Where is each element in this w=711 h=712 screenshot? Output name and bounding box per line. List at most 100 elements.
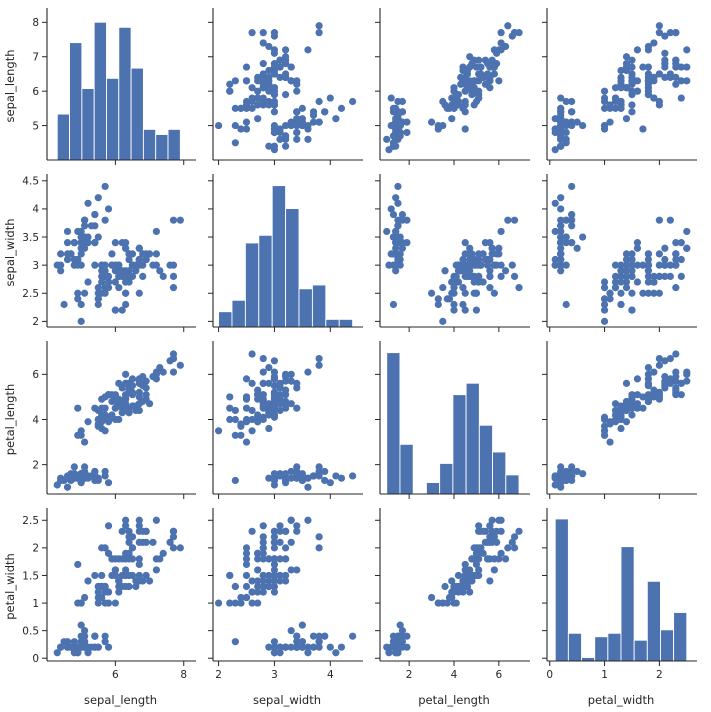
scatter-point xyxy=(276,73,284,81)
scatter-point xyxy=(392,121,400,130)
scatter-point xyxy=(315,463,323,471)
scatter-point xyxy=(551,115,559,123)
scatter-point xyxy=(628,87,636,95)
panel-petal_length-vs-petal_width xyxy=(542,341,697,499)
scatter-point xyxy=(248,599,256,607)
scatter-point xyxy=(628,272,636,280)
scatter-point xyxy=(315,632,323,640)
scatter-point xyxy=(84,418,92,426)
scatter-point xyxy=(644,46,653,54)
x-axis-label-sepal_width: sepal_width xyxy=(253,693,321,707)
scatter-point xyxy=(650,368,658,376)
scatter-point xyxy=(254,77,262,85)
scatter-point xyxy=(60,300,68,309)
scatter-point xyxy=(122,566,130,574)
scatter-point xyxy=(270,391,279,399)
scatter-point xyxy=(259,60,267,68)
scatter-point xyxy=(259,413,267,421)
scatter-point xyxy=(125,382,133,390)
scatter-point xyxy=(282,73,290,81)
scatter-point xyxy=(600,97,609,106)
scatter-point xyxy=(57,267,65,275)
scatter-point xyxy=(644,255,653,264)
scatter-point xyxy=(270,142,279,150)
scatter-point xyxy=(493,527,501,535)
scatter-point xyxy=(226,404,234,412)
scatter-point xyxy=(510,29,519,37)
scatter-point xyxy=(63,643,72,651)
scatter-point xyxy=(501,555,510,563)
scatter-point xyxy=(655,361,663,369)
scatter-point xyxy=(259,397,267,406)
scatter-point xyxy=(427,289,436,297)
scatter-point xyxy=(242,77,251,85)
panel-sepal_length-vs-petal_width xyxy=(542,8,697,165)
scatter-point xyxy=(77,233,85,241)
scatter-point xyxy=(403,118,411,126)
scatter-point xyxy=(479,250,487,258)
y-tick-label: 4 xyxy=(32,204,39,216)
scatter-point xyxy=(461,239,469,247)
scatter-point xyxy=(396,216,404,224)
y-tick-label: 4.5 xyxy=(22,176,39,188)
scatter-point xyxy=(139,250,147,258)
scatter-point xyxy=(118,409,126,417)
scatter-point xyxy=(452,582,460,591)
scatter-point xyxy=(87,643,96,651)
scatter-point xyxy=(551,146,559,154)
scatter-point xyxy=(259,29,267,37)
scatter-point xyxy=(70,239,78,247)
scatter-point xyxy=(622,115,631,123)
scatter-point xyxy=(472,289,481,297)
scatter-point xyxy=(293,463,301,471)
scatter-point xyxy=(270,527,279,535)
scatter-point xyxy=(282,142,290,150)
scatter-point xyxy=(81,438,89,446)
scatter-point xyxy=(488,516,496,524)
scatter-point xyxy=(282,386,290,394)
scatter-point xyxy=(573,244,581,252)
scatter-point xyxy=(276,400,284,408)
scatter-point xyxy=(242,118,251,126)
scatter-point xyxy=(115,577,123,585)
scatter-point xyxy=(475,261,483,269)
scatter-point xyxy=(672,239,680,247)
scatter-point xyxy=(77,621,85,629)
scatter-point xyxy=(142,255,150,264)
scatter-point xyxy=(661,384,669,392)
scatter-point xyxy=(466,255,474,264)
scatter-point xyxy=(259,368,267,376)
scatter-point xyxy=(639,125,647,133)
scatter-point xyxy=(298,115,306,123)
scatter-point xyxy=(309,643,318,651)
scatter-point xyxy=(101,638,109,646)
scatter-point xyxy=(600,317,609,325)
scatter-point xyxy=(504,216,512,224)
scatter-point xyxy=(628,101,636,109)
scatter-point xyxy=(628,391,636,399)
scatter-point xyxy=(226,415,234,424)
scatter-point xyxy=(683,368,691,376)
scatter-point xyxy=(254,588,262,596)
scatter-point xyxy=(270,108,279,116)
scatter-point xyxy=(326,643,334,651)
scatter-point xyxy=(122,289,130,297)
scatter-point xyxy=(282,91,290,99)
scatter-point xyxy=(159,549,167,557)
scatter-point xyxy=(270,121,279,130)
scatter-point xyxy=(63,250,72,258)
scatter-point xyxy=(600,104,609,112)
scatter-point xyxy=(135,289,143,297)
scatter-point xyxy=(557,250,565,258)
scatter-point xyxy=(226,571,234,580)
scatter-point xyxy=(237,422,245,430)
scatter-point xyxy=(655,22,663,30)
scatter-point xyxy=(497,549,505,557)
scatter-point xyxy=(633,77,642,85)
scatter-point xyxy=(468,555,476,563)
scatter-point xyxy=(434,599,442,607)
scatter-point xyxy=(94,284,102,292)
scatter-point xyxy=(661,272,669,280)
scatter-point xyxy=(135,255,143,264)
scatter-point xyxy=(459,300,467,309)
